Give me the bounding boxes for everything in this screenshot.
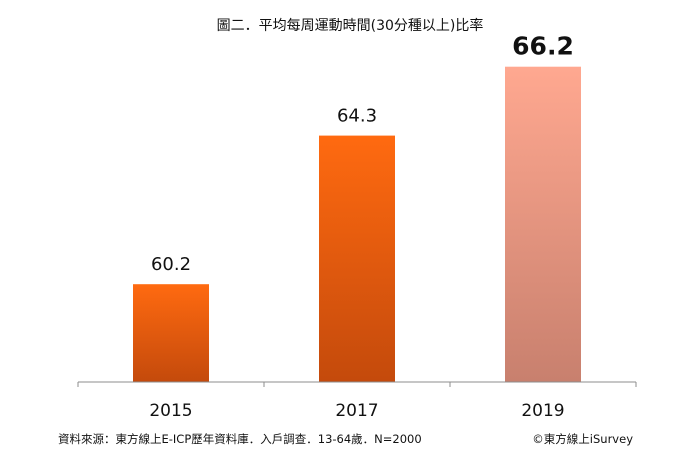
copyright-note: ©東方線上iSurvey <box>532 432 633 446</box>
bar-2015 <box>133 284 209 382</box>
x-tick-2019: 2019 <box>521 401 564 421</box>
bar-2019 <box>505 66 581 382</box>
value-label-2017: 64.3 <box>337 106 377 127</box>
x-tick-2017: 2017 <box>335 401 378 421</box>
value-label-2019: 66.2 <box>512 32 574 61</box>
source-note: 資料來源：東方線上E-ICP歷年資料庫．入戶調查．13-64歲．N=2000 <box>58 432 422 446</box>
x-tick-labels-group: 2015 2017 2019 <box>149 401 564 421</box>
bars-group <box>133 66 581 382</box>
bar-2017 <box>319 135 395 382</box>
chart-title: 圖二．平均每周運動時間(30分種以上)比率 <box>217 17 484 34</box>
x-axis <box>77 381 637 387</box>
value-label-2015: 60.2 <box>151 254 191 275</box>
x-tick-2015: 2015 <box>149 401 192 421</box>
value-labels-group: 60.2 64.3 66.2 <box>151 32 574 276</box>
